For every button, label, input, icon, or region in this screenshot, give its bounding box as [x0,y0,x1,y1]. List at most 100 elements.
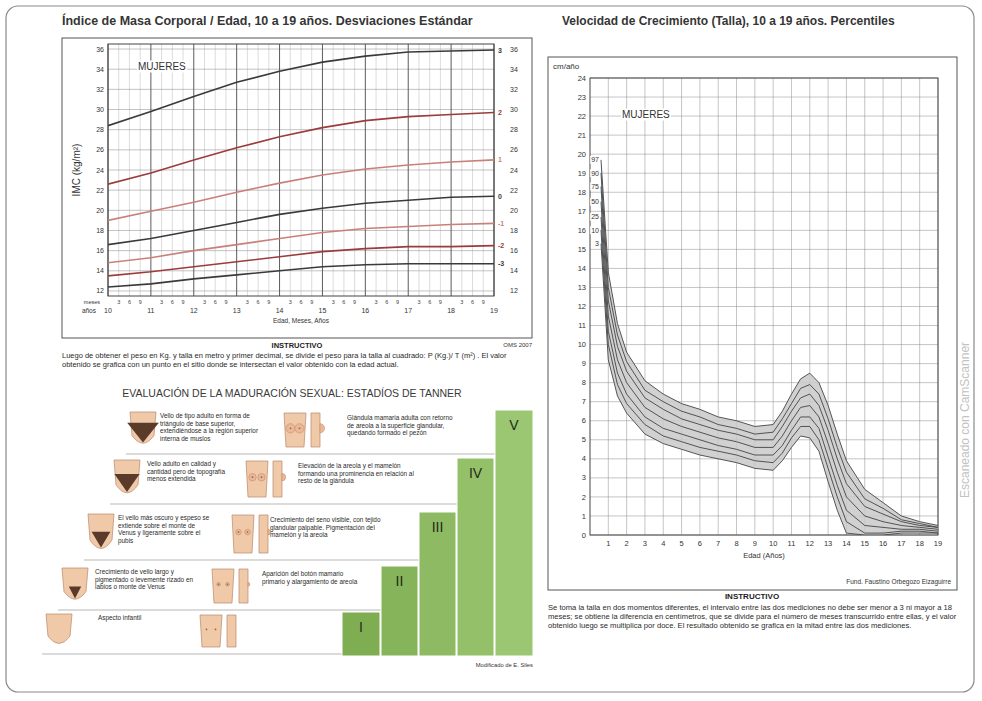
percentile-label: 25 [591,213,599,220]
breast-shape [245,529,251,535]
nipple [261,476,263,478]
grid-line-x [809,78,810,535]
y2-tick-label: 14 [510,267,518,274]
series-group [108,50,494,287]
nipple [206,629,208,631]
grid-line-y [108,149,494,150]
percentile-label: 10 [591,227,599,234]
month-tick-label: 9 [224,299,227,305]
chart-title: Velocidad de Crecimiento (Talla), 10 a 1… [562,14,895,28]
y-tick-label: 9 [582,359,586,368]
y-tick-label: 21 [578,131,586,140]
month-tick-label: 6 [128,299,131,305]
grid-line-x [736,78,737,535]
pubic-hair [69,587,81,599]
y-tick-label: 19 [578,169,586,178]
stage-label: II [396,573,404,589]
chart-title: Índice de Masa Corporal / Edad, 10 a 19 … [62,13,473,28]
grid-line-x [681,78,682,535]
x-tick-label: 6 [698,539,702,548]
label-patch [590,213,600,221]
y2-tick-label: 16 [510,247,518,254]
sd-label: 2 [498,109,502,116]
labels: 1214161820222426283032343612141618202224… [71,46,533,348]
percentile-line [601,187,938,528]
label-patch [621,109,671,121]
y2-tick-label: 12 [510,287,518,294]
x-tick-label: 10 [769,539,777,548]
breast-shape [286,424,295,433]
month-tick-label: 6 [428,299,431,305]
breast-description: Elevación de la areola y el mamelón form… [298,462,416,485]
y-tick-label: 28 [96,126,104,133]
grid-line-x [919,78,920,535]
month-tick-label: 9 [353,299,356,305]
x-tick-label: 2 [625,539,629,548]
month-tick-label: 3 [289,299,292,305]
sd-line [108,264,494,287]
pubic-description: Crecimiento de vello largo y pigmentado … [95,568,205,591]
x-tick-label: 19 [934,539,942,548]
breast-shape [236,529,242,535]
y-tick-label: 1 [582,512,586,521]
breast-shape [217,582,221,586]
month-tick-label: 3 [160,299,163,305]
y-tick-label: 13 [578,283,586,292]
nipple [290,427,292,429]
label-patch [590,226,600,234]
x-tick-label: 3 [643,539,647,548]
year-unit: años [82,307,97,314]
grid-line-x [864,78,865,535]
x-tick-label: 13 [824,539,832,548]
instructions-text: Se toma la talla en dos momentos diferen… [548,603,958,631]
breast-front [200,615,222,647]
pubic-illustration [88,514,114,548]
y-tick-label: 3 [582,473,586,482]
y-tick-label: 4 [582,454,586,463]
y2-tick-label: 26 [510,146,518,153]
sd-label: 3 [498,47,502,54]
tanner: IIIIIIIVV [42,410,533,656]
pubic-illustration [114,460,140,493]
pubic-illustration [46,614,72,644]
breast-front [284,413,306,447]
stage-label: V [509,417,519,433]
stage-step [457,458,494,656]
grid-line-y [590,173,938,174]
grid-line-y [108,230,494,231]
pubic-description: El vello más oscuro y espeso se extiende… [118,514,213,544]
pubic-hair [92,532,111,548]
shelf-line [58,610,381,611]
month-tick-label: 6 [385,299,388,305]
y-tick-label: 36 [96,46,104,53]
watermark: Escaneado con CamScanner [958,342,972,498]
percentile-line [601,160,938,526]
y-tick-label: 32 [96,86,104,93]
y-tick-label: 5 [582,435,586,444]
breast-shape [226,582,230,586]
stage-label: I [359,619,363,635]
breast-shape [249,474,256,481]
grid-line-y [108,170,494,171]
sd-line [108,223,494,262]
month-tick-label: 3 [203,299,206,305]
grid-line-year [193,44,194,296]
y-tick-label: 26 [96,146,104,153]
grid-line-y [108,129,494,130]
x-tick-label: 19 [490,307,498,314]
x-tick-label: 12 [190,307,198,314]
instructions-title: INSTRUCTIVO [725,592,779,601]
month-tick-label: 9 [310,299,313,305]
y-tick-label: 16 [578,226,586,235]
breast-side [227,615,236,647]
grid-line-y [108,89,494,90]
percentile-label: 90 [591,170,599,177]
grid-line-y [108,290,494,291]
grid-line-y [108,109,494,110]
chart-frame [548,57,957,590]
x-tick-label: 13 [233,307,241,314]
y2-tick-label: 20 [510,207,518,214]
x-tick-label: 5 [679,539,683,548]
pubic-description: Aspecto infantil [98,614,188,622]
x-tick-label: 17 [897,539,905,548]
